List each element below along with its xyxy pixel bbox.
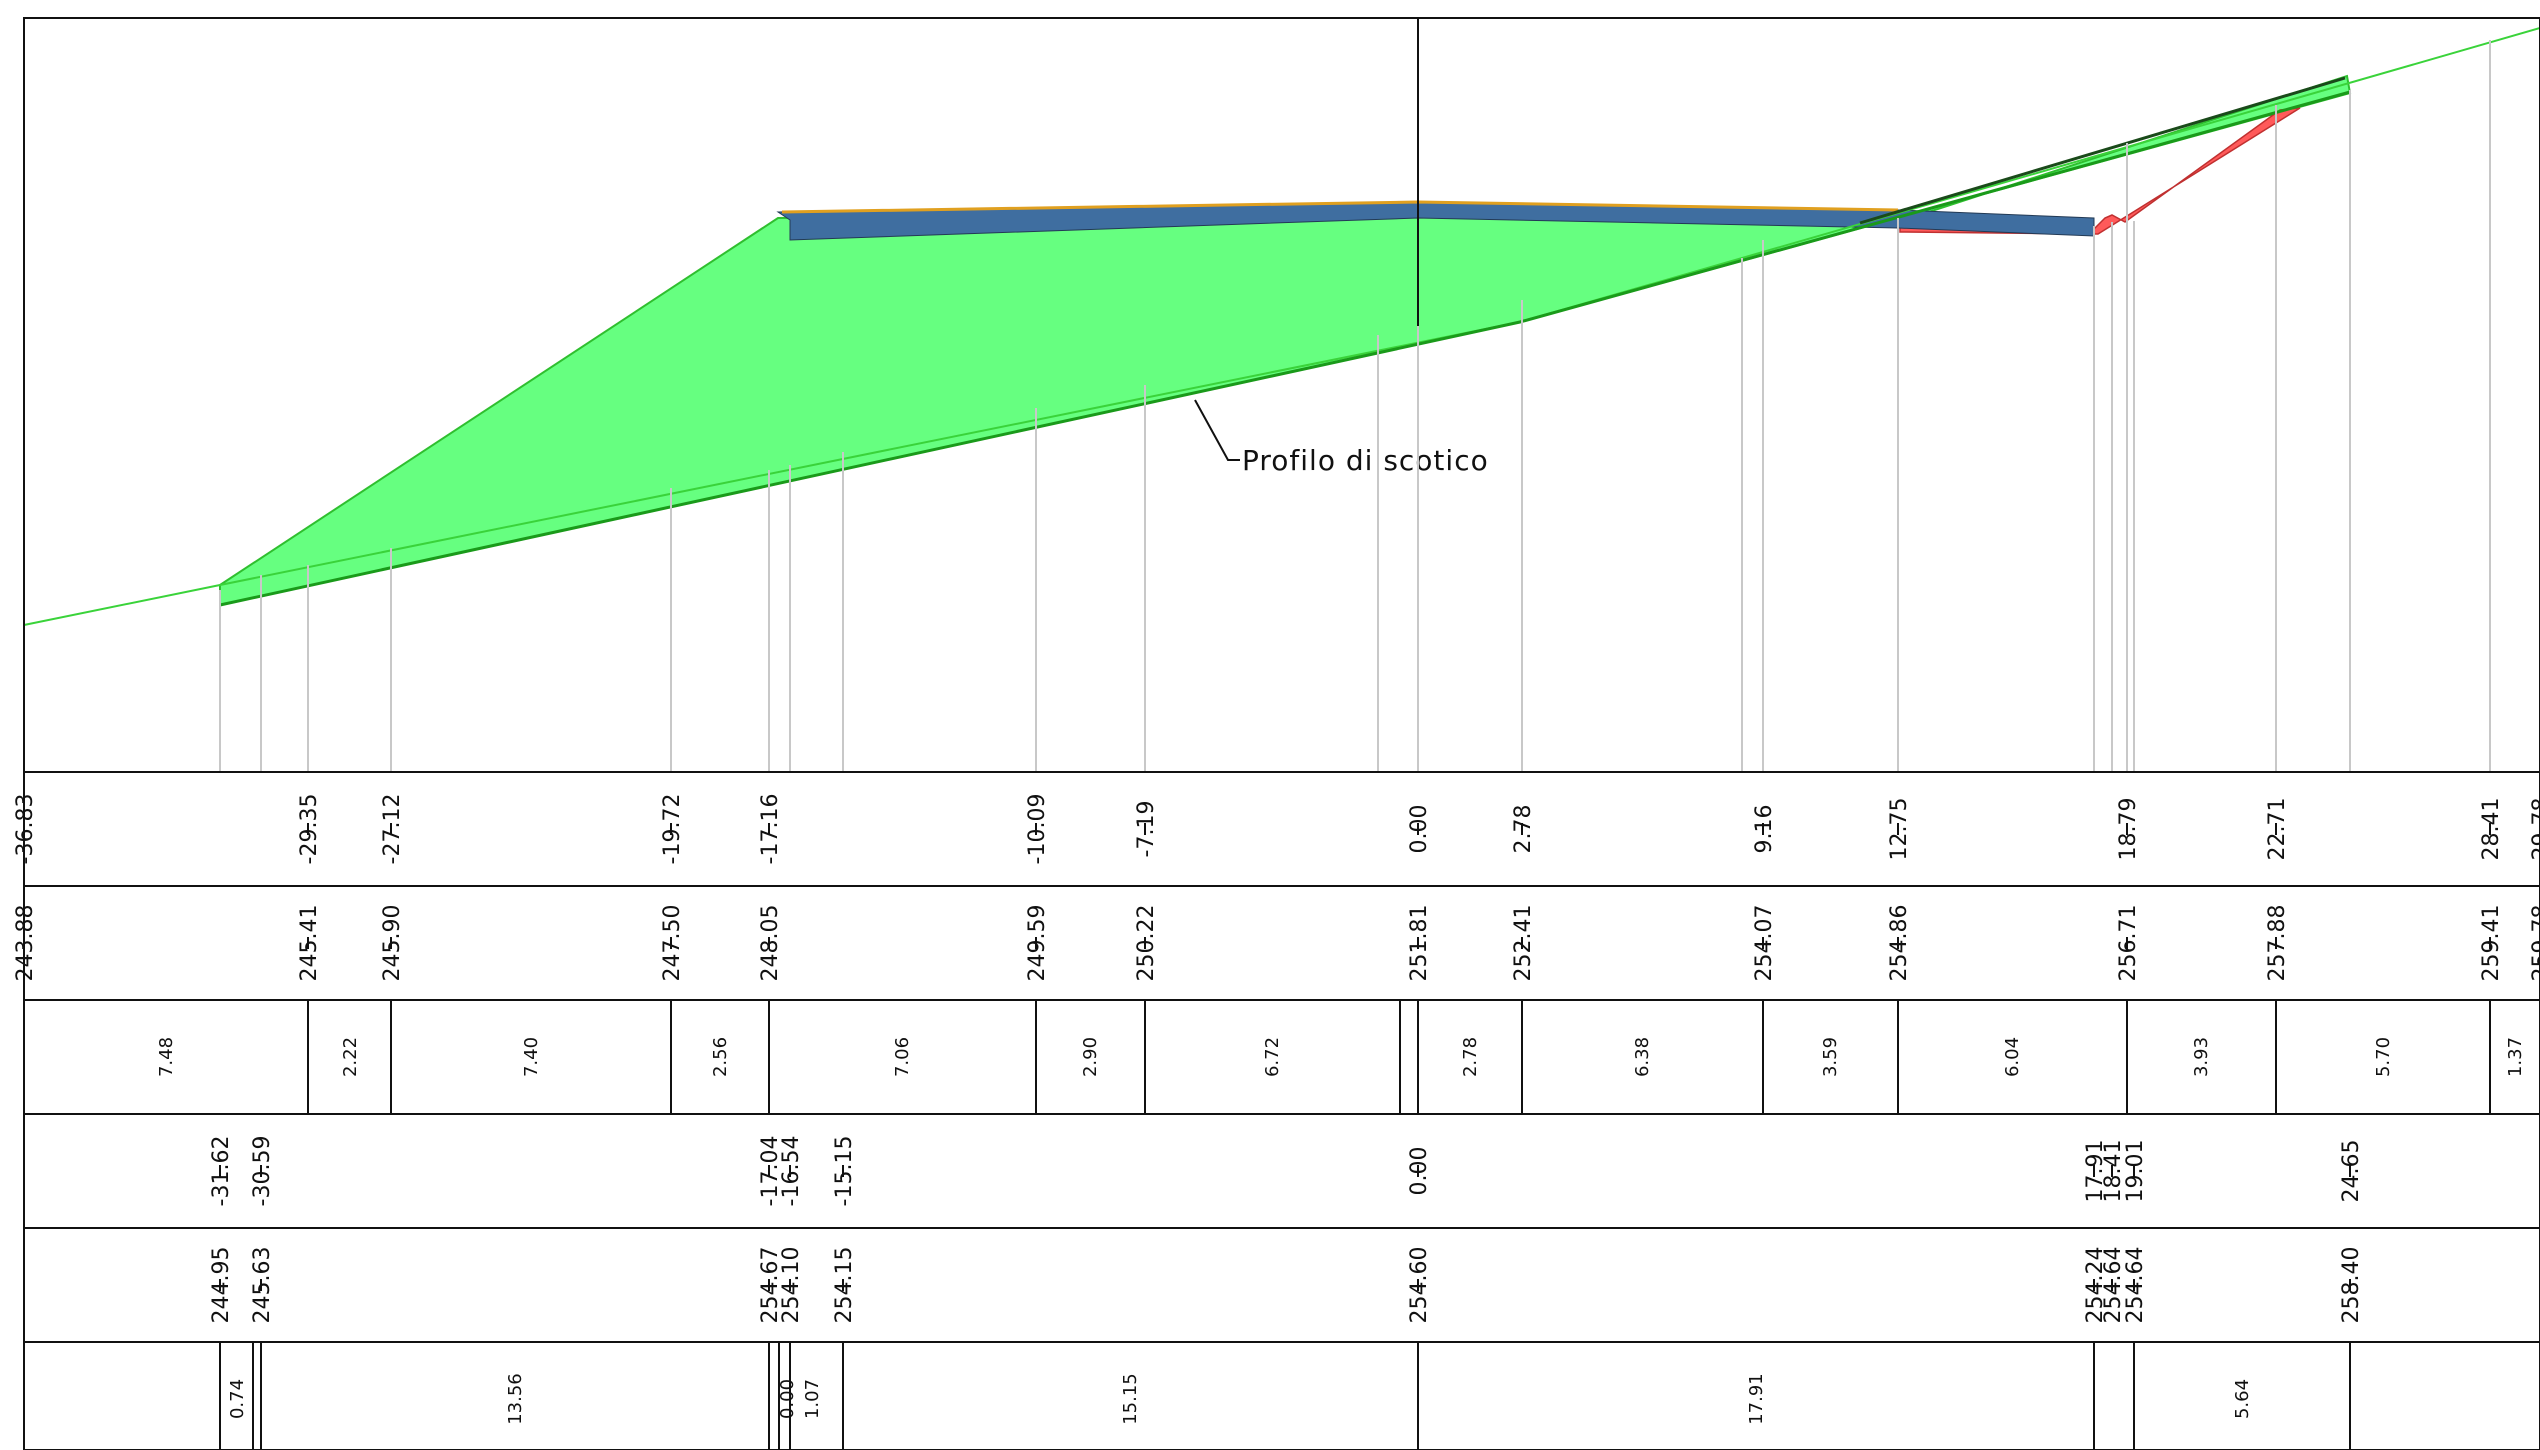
- band-value: -7.19: [1134, 801, 1159, 858]
- band-value: 251.81: [1407, 905, 1432, 982]
- segment-length: 13.56: [505, 1373, 526, 1425]
- segment-length: 5.70: [2373, 1037, 2394, 1077]
- band-value: 254.24: [2083, 1247, 2108, 1324]
- segment-length: 5.64: [2232, 1379, 2253, 1419]
- band-value: 245.63: [250, 1247, 275, 1324]
- segment-length: 0.00: [777, 1379, 798, 1419]
- band-value: -29.35: [297, 794, 322, 865]
- segment-length: 2.78: [1460, 1037, 1481, 1077]
- frame: [23, 17, 2540, 1450]
- band-value: 29.78: [2529, 798, 2540, 861]
- band-value: 12.75: [1887, 798, 1912, 861]
- band-value: 254.60: [1407, 1247, 1432, 1324]
- guide-lines: [23, 40, 2491, 772]
- segment-length: 3.59: [1820, 1037, 1841, 1077]
- band-value: 0.00: [1407, 1147, 1432, 1196]
- segment-length: 17.91: [1746, 1373, 1767, 1425]
- band-value: 254.64: [2101, 1247, 2126, 1324]
- band-value: 17.91: [2083, 1140, 2108, 1203]
- band-value: 257.88: [2265, 905, 2290, 982]
- segment-length: 7.40: [521, 1037, 542, 1077]
- band-value: -17.16: [758, 794, 783, 865]
- band-value: -15.15: [832, 1136, 857, 1207]
- band-value: 258.40: [2339, 1247, 2364, 1324]
- band-value: 250.22: [1134, 905, 1159, 982]
- segment-length: 6.72: [1262, 1037, 1283, 1077]
- section-geometry: Profilo di scotico: [23, 18, 2540, 772]
- band-value: 243.88: [13, 905, 38, 982]
- data-bands: -36.83 -29.35 -27.12 -19.72 -17.16 -10.09 -7.1…: [13, 794, 2540, 1450]
- band-value: -31.62: [209, 1136, 234, 1207]
- band-value: -30.59: [250, 1136, 275, 1207]
- band-value: 9.16: [1752, 805, 1777, 854]
- band-value: -27.12: [380, 794, 405, 865]
- band-value: 254.64: [2123, 1247, 2148, 1324]
- segment-length: 6.04: [2002, 1037, 2023, 1077]
- band-value: 259.78: [2529, 905, 2540, 982]
- stripping-profile-line: [219, 90, 2351, 607]
- band-value: 2.78: [1511, 805, 1536, 854]
- band-value: 28.41: [2479, 798, 2504, 861]
- segment-length: 1.07: [802, 1379, 823, 1419]
- segment-length: 2.90: [1080, 1037, 1101, 1077]
- band-value: 247.50: [660, 905, 685, 982]
- cut-area: [1899, 107, 2301, 235]
- band-value: 18.41: [2101, 1140, 2126, 1203]
- segment-length: 7.06: [892, 1037, 913, 1077]
- band-value: 256.71: [2116, 905, 2141, 982]
- band-value: -10.09: [1025, 794, 1050, 865]
- annotation-label: Profilo di scotico: [1242, 444, 1489, 477]
- band-value: 254.07: [1752, 905, 1777, 982]
- segment-length: 0.74: [227, 1379, 248, 1419]
- band-value: 24.65: [2339, 1140, 2364, 1203]
- annotation-leader: [1194, 399, 1240, 461]
- band-value: 19.01: [2123, 1140, 2148, 1203]
- segment-length: 6.38: [1632, 1037, 1653, 1077]
- segment-length: 7.48: [156, 1037, 177, 1077]
- band-value: 254.86: [1887, 905, 1912, 982]
- fill-embankment: [219, 74, 2352, 607]
- band-value: 252.41: [1511, 905, 1536, 982]
- band-value: 22.71: [2265, 798, 2290, 861]
- band-value: 254.15: [832, 1247, 857, 1324]
- band-value: 245.90: [380, 905, 405, 982]
- band-value: -17.04: [758, 1136, 783, 1207]
- band-value: 245.41: [297, 905, 322, 982]
- band-value: 18.79: [2116, 798, 2141, 861]
- band-value: 244.95: [209, 1247, 234, 1324]
- band-value: 249.59: [1025, 905, 1050, 982]
- band-value: -19.72: [660, 794, 685, 865]
- segment-length: 3.93: [2191, 1037, 2212, 1077]
- band-value: -16.54: [779, 1136, 804, 1207]
- segment-length: 2.56: [710, 1037, 731, 1077]
- frame-border: [23, 17, 2540, 1450]
- segment-length: 1.37: [2505, 1037, 2526, 1077]
- band-value: 0.00: [1407, 805, 1432, 854]
- band-value: 254.10: [779, 1247, 804, 1324]
- slope-line: [1859, 76, 2346, 225]
- existing-ground-line: [23, 27, 2540, 626]
- segment-length: 2.22: [340, 1037, 361, 1077]
- band-value: -36.83: [13, 794, 38, 865]
- band-value: 254.67: [758, 1247, 783, 1324]
- band-value: 259.41: [2479, 905, 2504, 982]
- band-value: 248.05: [758, 905, 783, 982]
- segment-length: 15.15: [1120, 1373, 1141, 1425]
